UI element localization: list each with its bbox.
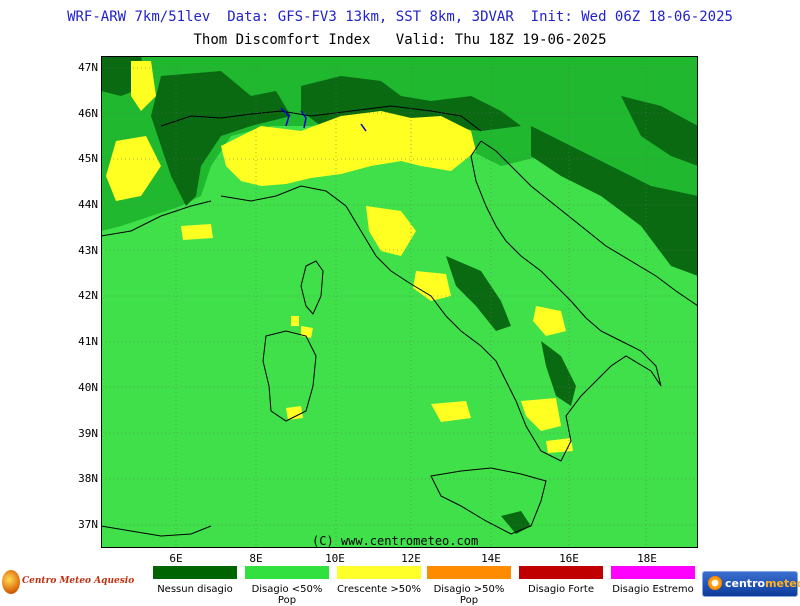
coast-sicily [430, 467, 547, 535]
lon-label: 16E [559, 552, 579, 565]
legend-label: Disagio >50% Pop [433, 584, 505, 606]
legend-swatch-over50 [427, 566, 511, 579]
yellow-nw [106, 136, 161, 201]
yellow-nw-top [131, 61, 156, 111]
yellow-calabria [521, 398, 561, 431]
lon-label: 14E [481, 552, 501, 565]
sun-logo-icon [2, 570, 20, 594]
legend-label: Nessun disagio [157, 584, 233, 595]
coastlines [101, 105, 698, 537]
lat-label: 44N [78, 198, 98, 211]
yellow-sardinia [286, 406, 303, 420]
coast-balkans [480, 140, 698, 307]
coast-italy-peninsula [220, 140, 662, 462]
border-alps [160, 105, 482, 132]
legend-swatch-strong [519, 566, 603, 579]
apennines-dark [446, 256, 511, 331]
coast-france [101, 200, 212, 237]
lon-label: 8E [249, 552, 263, 565]
coast-corsica [300, 260, 324, 315]
lon-label: 6E [169, 552, 183, 565]
model-info-header: WRF-ARW 7km/51lev Data: GFS-FV3 13km, SS… [67, 9, 733, 25]
legend-label: Disagio Forte [528, 584, 594, 595]
yellow-ligurian [181, 224, 213, 240]
yellow-sicily [546, 438, 573, 453]
centrometeo-logo[interactable]: centrometeo [702, 571, 800, 597]
lat-label: 42N [78, 289, 98, 302]
coast-africa [101, 525, 212, 537]
globe-logo-icon [708, 576, 722, 590]
lat-label: 47N [78, 61, 98, 74]
lon-label: 10E [325, 552, 345, 565]
lat-label: 39N [78, 427, 98, 440]
lat-label: 46N [78, 107, 98, 120]
legend-label: Crescente >50% [336, 584, 422, 595]
yellow-adriatic [533, 306, 566, 336]
calabria-dark [541, 341, 576, 406]
legend-label: Disagio <50% Pop [251, 584, 323, 606]
lat-label: 45N [78, 152, 98, 165]
map-title: Thom Discomfort Index Valid: Thu 18Z 19-… [193, 32, 607, 48]
legend-swatch-extreme [611, 566, 695, 579]
lat-label: 41N [78, 335, 98, 348]
legend-swatch-rising [337, 566, 421, 579]
legend-label: Disagio Estremo [612, 584, 694, 595]
lat-label: 43N [78, 244, 98, 257]
discomfort-index-map [101, 56, 698, 548]
logo-right-text: centrometeo [725, 577, 800, 590]
lat-label: 37N [78, 518, 98, 531]
coast-sardinia [262, 330, 317, 422]
lakes [280, 107, 367, 132]
logo-left-text: Centro Meteo Aquesio [22, 576, 135, 586]
copyright-credit: (C) www.centrometeo.com [312, 534, 479, 548]
yellow-lazio [413, 271, 451, 301]
yellow-tyrrhenian [431, 401, 471, 422]
legend-swatch-none [153, 566, 237, 579]
legend-swatch-under50 [245, 566, 329, 579]
lat-label: 40N [78, 381, 98, 394]
lat-label: 38N [78, 472, 98, 485]
balkans-dark-2 [621, 96, 698, 166]
sicily-dark [501, 511, 531, 534]
yellow-sardinia-n [301, 326, 313, 338]
yellow-corsica [291, 316, 299, 326]
lon-label: 12E [401, 552, 421, 565]
po-valley-yellow [221, 111, 476, 186]
lon-label: 18E [637, 552, 657, 565]
yellow-tuscany [366, 206, 416, 256]
balkans-dark [531, 126, 698, 276]
map-frame [101, 56, 698, 548]
centro-meteo-aquesio-logo[interactable]: Centro Meteo Aquesio [2, 568, 135, 596]
